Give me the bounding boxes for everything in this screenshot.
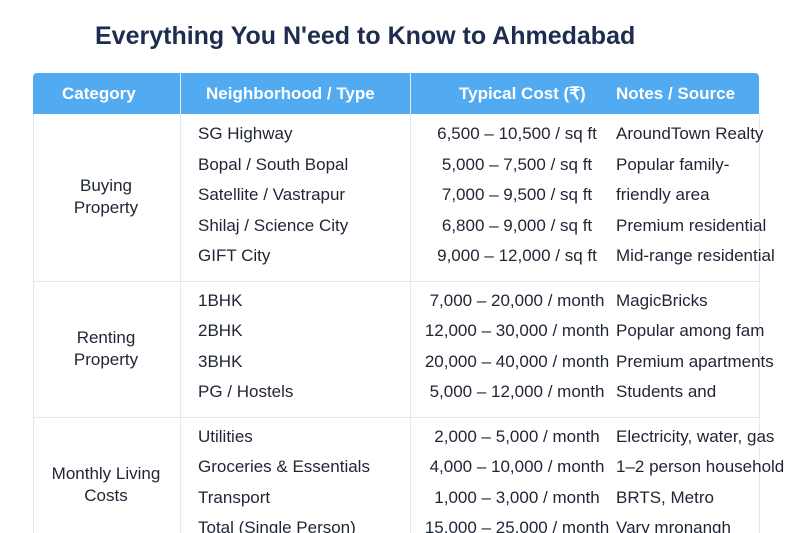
group-divider [33, 416, 759, 418]
category-label: Buying Property [73, 176, 139, 218]
neighborhood: Satellite / Vastrapur [198, 185, 346, 204]
table-border [33, 114, 34, 533]
group-divider [33, 280, 759, 282]
column-header: Notes / Source [616, 84, 736, 103]
note: Electricity, water, gas [616, 426, 775, 446]
note: 1–2 person household [616, 457, 785, 476]
neighborhood: Bopal / South Bopal [198, 154, 349, 174]
note: AroundTown Realty [616, 124, 764, 143]
note: Popular among fam [616, 321, 765, 340]
neighborhood: SG Highway [198, 124, 293, 143]
cost: 7,000 – 9,500 / sq ft [441, 185, 593, 204]
neighborhood: Shilaj / Science City [198, 215, 349, 235]
neighborhood: 3BHK [198, 351, 243, 371]
note: BRTS, Metro [616, 487, 714, 507]
column-divider [180, 73, 181, 533]
category-label: Monthly Living Costs [51, 463, 161, 505]
cost: 1,000 – 3,000 / month [434, 487, 600, 507]
column-header: Neighborhood / Type [206, 84, 375, 103]
neighborhood: GIFT City [198, 246, 271, 265]
note: MagicBricks [616, 290, 708, 310]
cost: 4,000 – 10,000 / month [429, 457, 605, 476]
table-header [33, 73, 759, 114]
cost: 20,000 – 40,000 / month [424, 351, 610, 371]
column-header: Typical Cost (₹) [459, 84, 586, 103]
column-header: Category [62, 84, 136, 103]
note: Mid-range residential [616, 246, 775, 265]
neighborhood: Utilities [198, 426, 253, 446]
cost: 5,000 – 12,000 / month [429, 382, 605, 401]
note: Premium apartments [616, 351, 774, 371]
column-divider [410, 73, 411, 533]
neighborhood: Total (Single Person) [198, 518, 356, 533]
neighborhood: Groceries & Essentials [198, 457, 370, 476]
note: Students and [616, 382, 717, 401]
neighborhood: 2BHK [198, 321, 243, 340]
neighborhood: PG / Hostels [198, 382, 294, 401]
note: friendly area [616, 185, 710, 204]
note: Popular family- [616, 154, 730, 174]
neighborhood: Transport [198, 487, 271, 507]
cost: 6,800 – 9,000 / sq ft [441, 215, 593, 235]
cost: 9,000 – 12,000 / sq ft [437, 246, 597, 265]
note: Vary mronangh [616, 518, 731, 533]
table-border [759, 114, 760, 533]
cost: 5,000 – 7,500 / sq ft [441, 154, 593, 174]
cost: 7,000 – 20,000 / month [429, 290, 605, 310]
category-label: Renting Property [73, 327, 139, 369]
note: Premium residential [616, 215, 767, 235]
neighborhood: 1BHK [198, 290, 243, 310]
cost: 15,000 – 25,000 / month [424, 518, 610, 533]
page-title: Everything You N'eed to Know to Ahmedaba… [95, 22, 636, 50]
cost: 6,500 – 10,500 / sq ft [437, 124, 597, 143]
cost: 12,000 – 30,000 / month [424, 321, 610, 340]
cost: 2,000 – 5,000 / month [434, 426, 600, 446]
